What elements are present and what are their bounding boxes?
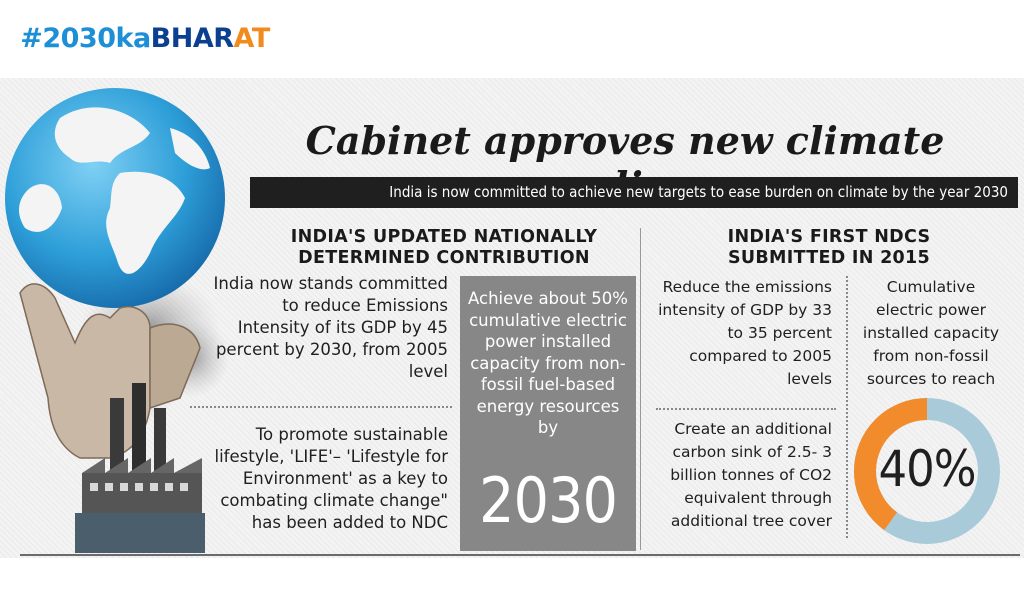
column-divider — [640, 228, 641, 550]
highlight-box: Achieve about 50% cumulative electric po… — [460, 276, 636, 551]
highlight-year: 2030 — [479, 464, 618, 537]
donut-chart — [854, 398, 1000, 544]
page-title: Cabinet approves new climate policy — [305, 118, 945, 208]
right-point-emissions: Reduce the emissions intensity of GDP by… — [658, 278, 832, 388]
right-heading-line1: INDIA'S FIRST NDCS — [727, 227, 931, 247]
right-dotted-divider — [656, 408, 836, 410]
subtitle-bar: India is now committed to achieve new ta… — [250, 177, 1018, 208]
left-point-lifestyle: To promote sustainable lifestyle, 'LIFE'… — [214, 425, 449, 532]
donut-fill-arc — [854, 398, 1000, 544]
highlight-text: Achieve about 50% cumulative electric po… — [468, 289, 628, 437]
left-section-heading: INDIA'S UPDATED NATIONALLY DETERMINED CO… — [244, 227, 644, 269]
factory-icon — [75, 383, 205, 553]
right-heading-line2: SUBMITTED IN 2015 — [728, 248, 930, 268]
right-section-heading: INDIA'S FIRST NDCS SUBMITTED IN 2015 — [644, 227, 1014, 269]
left-heading-line2: DETERMINED CONTRIBUTION — [298, 248, 590, 268]
bottom-rule — [20, 554, 1020, 556]
right-point-capacity: Cumulative electric power installed capa… — [862, 278, 1000, 388]
donut-value-label: 40% — [878, 440, 977, 498]
hashtag-part2: BHAR — [150, 22, 234, 54]
hashtag-part3: AT — [233, 22, 271, 54]
left-heading-line1: INDIA'S UPDATED NATIONALLY — [290, 227, 598, 247]
right-vertical-dotted-divider — [846, 276, 848, 538]
globe-hand-factory-illustration — [5, 88, 230, 553]
hashtag-logo: #2030ka BHAR AT — [18, 16, 272, 60]
globe-icon — [5, 88, 225, 308]
hashtag-part1: #2030ka — [20, 22, 151, 54]
left-point-emissions: India now stands committed to reduce Emi… — [213, 274, 448, 381]
right-point-carbon-sink: Create an additional carbon sink of 2.5-… — [670, 420, 832, 530]
left-dotted-divider — [190, 406, 452, 408]
